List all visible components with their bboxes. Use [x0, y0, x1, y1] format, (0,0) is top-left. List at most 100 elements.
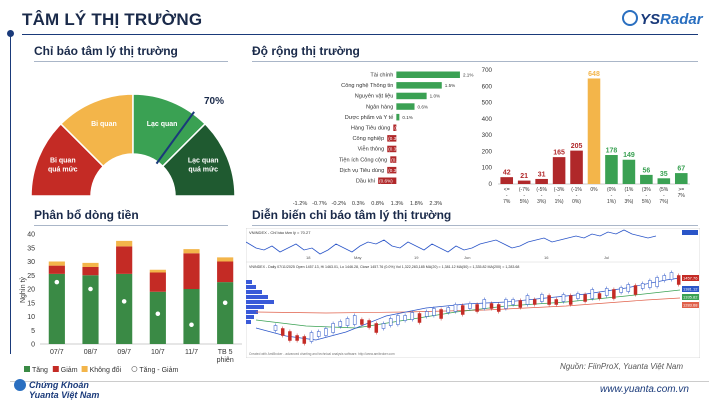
sector-bar [396, 113, 400, 121]
ma20-line [255, 277, 681, 341]
dist-x-tick: (1% [624, 187, 633, 193]
sector-label: Dịch vụ Tiêu dùng [339, 168, 384, 174]
dist-x-tick: 7%) [659, 199, 668, 205]
dist-x-tick: - [541, 193, 543, 199]
sector-bar [390, 156, 397, 163]
title-divider [22, 34, 698, 35]
dist-value-label: 42 [503, 170, 511, 177]
flow-bar-segment [116, 240, 133, 247]
dist-value-label: 31 [538, 171, 546, 178]
dist-x-tick: 0% [590, 187, 598, 193]
dist-x-tick: - [628, 193, 630, 199]
dist-x-tick: (-5% [536, 187, 547, 193]
dist-x-tick: 1%) [607, 199, 616, 205]
flow-y-tick: 10 [27, 314, 35, 321]
sector-label: Hàng Tiêu dùng [351, 126, 391, 132]
dist-x-tick: - [576, 193, 578, 199]
dist-x-tick: (-3% [554, 187, 565, 193]
gauge-segment-label: quá mức [188, 166, 218, 173]
dist-x-tick: 5%) [520, 199, 529, 205]
dist-bar [657, 178, 671, 184]
flow-y-label: Nghìn tỷ [20, 276, 27, 303]
dist-x-tick: (-1% [571, 187, 582, 193]
sector-bar [387, 166, 397, 174]
dist-value-label: 178 [606, 148, 618, 155]
dist-y-tick: 600 [482, 83, 493, 90]
flow-x-tick: 08/7 [84, 349, 98, 356]
sentiment-gauge: Bi quan quá mức Bi quan Lạc quan Lạc quan quá… [30, 93, 236, 197]
flow-diff-marker [54, 279, 60, 285]
side-accent-line [10, 34, 11, 354]
flow-diff-marker [222, 300, 228, 306]
ma50-line [255, 289, 681, 329]
sector-x-tick: -1.2% [293, 201, 308, 207]
sector-value-label: (0.3%) [388, 168, 402, 173]
sector-x-tick: 2.3% [429, 201, 442, 207]
gauge-segment-label: Bi quan [91, 121, 117, 128]
dist-bar [570, 150, 583, 184]
price-change-distribution-chart: 010020030040050060070042<=-7%21(-7%-5%)3… [482, 67, 690, 205]
footer-divider [10, 381, 709, 382]
gauge-segment-label: Bi quan [50, 157, 76, 164]
flow-diff-marker [88, 286, 93, 292]
gauge-segment [161, 122, 236, 197]
flow-x-tick: phiên [217, 357, 234, 364]
trend-xlabel-3: 19 [414, 255, 419, 260]
dist-bar [605, 155, 618, 184]
dist-y-tick: 200 [482, 148, 493, 155]
source-note: Nguồn: FiinProX, Yuanta Việt Nam [560, 362, 684, 371]
dist-x-tick: 0%) [572, 199, 581, 205]
sector-bar [396, 71, 460, 78]
dist-value-label: 165 [553, 150, 565, 157]
flow-bar-segment [183, 253, 200, 289]
sector-label: Ngân hàng [366, 104, 393, 110]
flow-bar-segment [82, 275, 99, 344]
sector-x-tick: 0.3% [352, 201, 365, 207]
indicator-tag [682, 230, 698, 235]
flow-bar-segment [48, 273, 65, 344]
flow-legend-swatch [24, 366, 30, 372]
money-flow-chart: Nghìn tỷ 0 5 10 15 20 25 30 35 40 07/7 08/7 09/7 10/7… [20, 232, 242, 374]
gauge-segment-label: quá mức [48, 166, 78, 173]
sector-value-label: (0.1%) [394, 126, 408, 131]
flow-bar-segment [149, 272, 166, 292]
trend-xlabel-2: May [354, 255, 362, 260]
sector-value-label: (0.2%) [391, 157, 405, 162]
dist-x-tick: (0% [607, 187, 616, 193]
amibroker-note: Created with AmiBroker - advanced charti… [249, 352, 395, 356]
trend-xlabel-4: Jun [464, 255, 470, 260]
price-label-ma20: 1381.12 [683, 287, 698, 292]
flow-diff-marker [121, 299, 127, 304]
sector-label: Dầu khí [356, 179, 376, 185]
sector-label: Dược phẩm và Y tế [345, 114, 394, 121]
dist-x-tick: - [523, 193, 525, 199]
dist-x-tick: - [646, 193, 648, 199]
dist-y-tick: 100 [482, 165, 493, 172]
gauge-segment-label: Lạc quan [188, 157, 219, 164]
gauge-segment-label: Lạc quan [147, 121, 178, 128]
flow-y-tick: 40 [27, 232, 35, 239]
flow-bar-segment [217, 257, 234, 262]
website-link[interactable]: www.yuanta.com.vn [600, 384, 689, 395]
dist-bar [500, 177, 514, 184]
sector-bar [396, 82, 442, 89]
dist-y-tick: 500 [482, 100, 493, 107]
sentiment-title: Chỉ báo tâm lý thị trường [34, 44, 178, 58]
flow-bar-segment [149, 269, 166, 273]
price-label-ma50: 1335.82 [683, 295, 698, 300]
dist-x-tick: <= [504, 187, 510, 193]
dist-x-tick: 5%) [642, 199, 651, 205]
dist-value-label: 67 [677, 166, 685, 173]
flow-bar-segment [116, 246, 133, 274]
flow-bar-segment [48, 265, 65, 274]
trend-top-header: VNINDEX - Chỉ báo tâm lý = 70.27 [249, 230, 311, 235]
candlesticks [273, 270, 681, 346]
flow-legend-label: Tăng - Giảm [139, 367, 178, 374]
flow-y-tick: 35 [27, 245, 35, 252]
dist-x-tick: >= [678, 187, 684, 193]
dist-bar [674, 173, 688, 184]
dist-value-label: 149 [623, 152, 635, 159]
gauge-value-label: 70% [204, 96, 224, 107]
dist-x-tick: (5% [659, 187, 668, 193]
dist-x-tick: (-7% [519, 187, 530, 193]
